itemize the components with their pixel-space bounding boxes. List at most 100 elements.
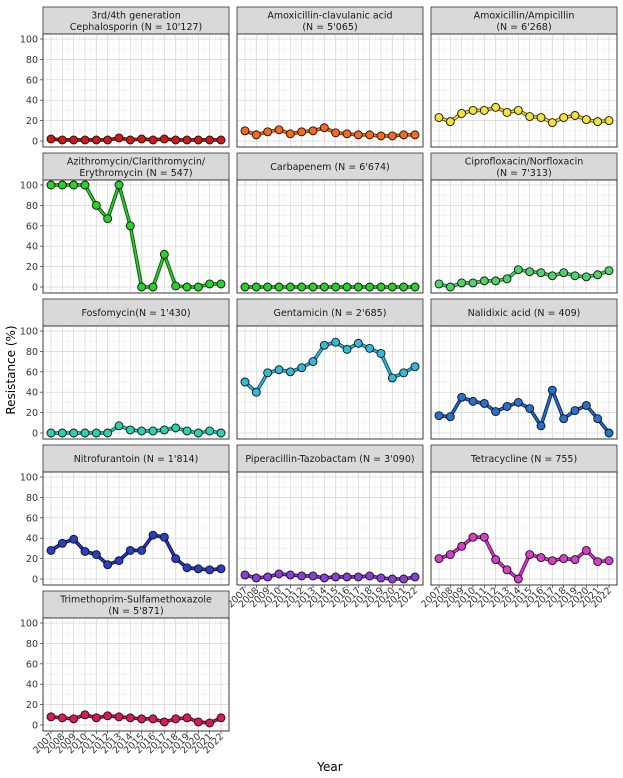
data-point — [513, 397, 523, 407]
series-line — [50, 184, 222, 288]
facet-strip — [236, 152, 424, 181]
data-point — [46, 712, 56, 722]
data-point — [491, 407, 501, 417]
data-point — [171, 135, 181, 145]
facet-panel: Azithromycin/Clarithromycin/Erythromycin… — [20, 152, 230, 294]
y-tick-label: 20 — [26, 700, 38, 711]
y-tick-label: 100 — [20, 181, 38, 192]
data-point — [399, 368, 409, 378]
data-point — [80, 428, 90, 438]
data-point — [193, 564, 203, 574]
data-point — [570, 555, 580, 565]
data-point — [69, 428, 79, 438]
facet-panel: Nalidixic acid (N = 409) — [430, 298, 618, 440]
data-point — [319, 282, 329, 292]
panel-border — [430, 179, 618, 294]
data-point — [365, 343, 375, 353]
data-point — [468, 105, 478, 115]
data-point — [399, 282, 409, 292]
data-point — [103, 560, 113, 570]
data-point — [80, 135, 90, 145]
data-point — [297, 282, 307, 292]
panel-border — [42, 33, 230, 148]
series-line — [244, 573, 416, 580]
data-point — [376, 348, 386, 358]
data-point — [91, 550, 101, 559]
data-point — [547, 271, 557, 281]
series-line — [438, 536, 610, 580]
data-point — [193, 428, 203, 438]
facet-strip — [430, 444, 618, 473]
data-point — [125, 135, 135, 145]
facet-strip — [42, 444, 230, 473]
data-point — [468, 532, 478, 542]
data-point — [434, 554, 444, 564]
data-point — [319, 123, 329, 133]
data-point — [137, 134, 147, 144]
data-point — [559, 113, 569, 122]
data-point — [570, 111, 580, 120]
facet-strip — [42, 152, 230, 181]
data-point — [137, 714, 147, 724]
data-point — [331, 282, 341, 292]
data-point — [331, 337, 341, 347]
y-tick-label: 0 — [32, 283, 38, 294]
panel-border — [42, 471, 230, 586]
data-point — [536, 553, 546, 563]
data-point — [525, 404, 535, 413]
y-tick-label: 60 — [26, 75, 38, 86]
series-line — [438, 106, 610, 124]
data-point — [297, 363, 307, 373]
data-point — [342, 572, 352, 582]
facet-panel: Ciprofloxacin/Norfloxacin(N = 7'313) — [430, 152, 618, 294]
data-point — [274, 125, 284, 135]
panel-border — [430, 471, 618, 586]
data-point — [240, 570, 250, 580]
data-point — [331, 572, 341, 582]
y-tick-label: 80 — [26, 201, 38, 212]
panel-border — [236, 471, 424, 586]
data-point — [547, 385, 557, 395]
y-tick-label: 80 — [26, 639, 38, 650]
data-point — [69, 534, 79, 544]
data-point — [103, 135, 113, 145]
data-point — [251, 387, 261, 397]
series-line — [244, 341, 416, 394]
facet-title: (N = 5'871) — [108, 606, 163, 617]
data-point — [297, 127, 307, 137]
y-tick-label: 60 — [26, 659, 38, 670]
y-tick-label: 40 — [26, 242, 38, 253]
data-point — [479, 105, 489, 115]
facet-strip — [42, 298, 230, 327]
data-point — [513, 265, 523, 275]
facet-title: Cephalosporin (N = 10'127) — [70, 22, 203, 33]
data-point — [410, 362, 420, 372]
data-point — [91, 135, 101, 145]
series-line — [244, 126, 416, 137]
facet-title: 3rd/4th generation — [91, 11, 181, 22]
data-point — [80, 710, 90, 720]
data-point — [251, 130, 261, 140]
panel-border — [42, 325, 230, 440]
data-point — [205, 565, 215, 575]
data-point — [331, 128, 341, 138]
data-point — [159, 717, 169, 727]
panel-border — [236, 325, 424, 440]
data-point — [69, 135, 79, 145]
data-point — [479, 276, 489, 286]
data-point — [251, 573, 261, 583]
data-point — [457, 541, 467, 551]
data-point — [570, 406, 580, 416]
facet-panel: Piperacillin-Tazobactam (N = 3'090)20072… — [225, 444, 424, 610]
data-point — [376, 282, 386, 292]
data-point — [513, 574, 523, 584]
data-point — [342, 129, 352, 139]
data-point — [353, 338, 363, 348]
data-point — [171, 423, 181, 433]
data-point — [182, 713, 192, 723]
data-point — [137, 545, 147, 555]
data-point — [502, 565, 512, 575]
data-point — [46, 134, 56, 144]
data-point — [410, 282, 420, 292]
data-point — [205, 718, 215, 728]
